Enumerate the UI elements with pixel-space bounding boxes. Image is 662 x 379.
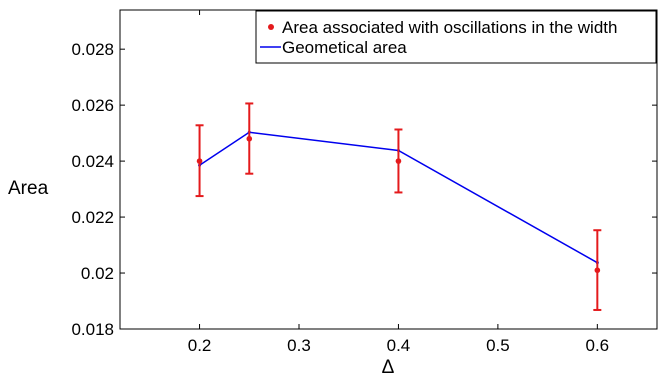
- x-tick-label: 0.3: [287, 336, 311, 355]
- oscillation-area-point: [196, 158, 203, 164]
- y-tick-label: 0.024: [71, 152, 114, 171]
- y-tick-label: 0.018: [71, 320, 114, 339]
- y-axis-ticks: 0.018 0.02 0.022 0.024 0.026 0.028: [71, 40, 657, 339]
- x-axis-label: Δ: [382, 357, 395, 378]
- geometrical-area-line: [199, 131, 598, 264]
- y-tick-label: 0.022: [71, 208, 114, 227]
- x-tick-label: 0.2: [188, 336, 212, 355]
- x-tick-label: 0.5: [486, 336, 510, 355]
- legend-label-oscillation-area: Area associated with oscillations in the…: [282, 18, 617, 37]
- series-layer: [195, 102, 602, 311]
- x-axis-ticks: 0.2 0.3 0.4 0.5 0.6: [188, 10, 609, 355]
- legend-marker-oscillation-area: [268, 24, 274, 30]
- x-tick-label: 0.4: [387, 336, 411, 355]
- y-tick-label: 0.028: [71, 40, 114, 59]
- x-tick-label: 0.6: [586, 336, 610, 355]
- y-tick-label: 0.026: [71, 96, 114, 115]
- legend-box: [255, 10, 657, 64]
- y-axis-label: Area: [8, 178, 49, 199]
- oscillation-area-point: [395, 158, 402, 164]
- oscillation-area-point: [246, 135, 253, 142]
- oscillation-area-point: [594, 267, 601, 274]
- legend-label-geometrical-area: Geometical area: [282, 38, 407, 57]
- legend: Area associated with oscillations in the…: [255, 10, 657, 64]
- y-tick-label: 0.02: [81, 264, 114, 283]
